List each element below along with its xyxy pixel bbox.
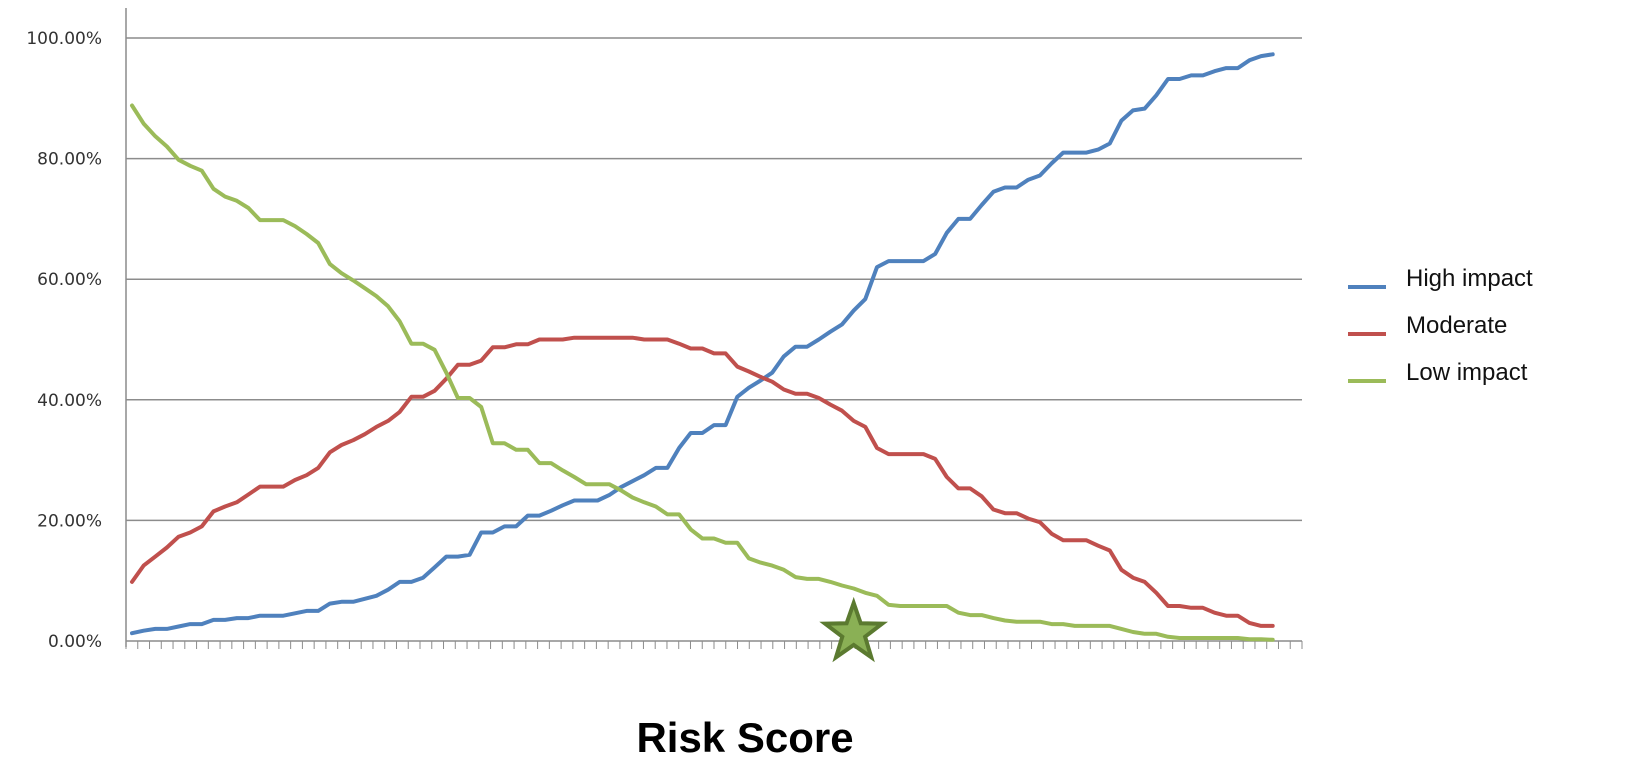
gridlines xyxy=(126,37,1302,522)
star-icon xyxy=(819,596,888,663)
y-tick-label: 0.00% xyxy=(48,632,102,652)
series-line-high-impact xyxy=(130,52,1275,636)
y-tick-label: 60.00% xyxy=(37,270,102,290)
y-tick-label: 80.00% xyxy=(37,150,102,170)
legend-label: Low impact xyxy=(1406,359,1528,386)
series-lines xyxy=(130,52,1275,642)
legend-label: High impact xyxy=(1406,265,1533,292)
axes xyxy=(125,8,1303,649)
star-marker xyxy=(819,596,888,663)
legend-label: Moderate xyxy=(1406,312,1507,339)
x-axis-label: Risk Score xyxy=(636,714,853,761)
series-line-low-impact xyxy=(130,103,1275,642)
y-tick-label: 100.00% xyxy=(26,29,102,49)
y-tick-label: 40.00% xyxy=(37,391,102,411)
y-axis-ticks: 0.00% 20.00% 40.00% 60.00% 80.00% 100.00% xyxy=(26,29,102,652)
y-tick-label: 20.00% xyxy=(37,511,102,531)
legend: High impact Moderate Low impact xyxy=(1348,265,1533,386)
series-line-moderate xyxy=(130,335,1275,628)
